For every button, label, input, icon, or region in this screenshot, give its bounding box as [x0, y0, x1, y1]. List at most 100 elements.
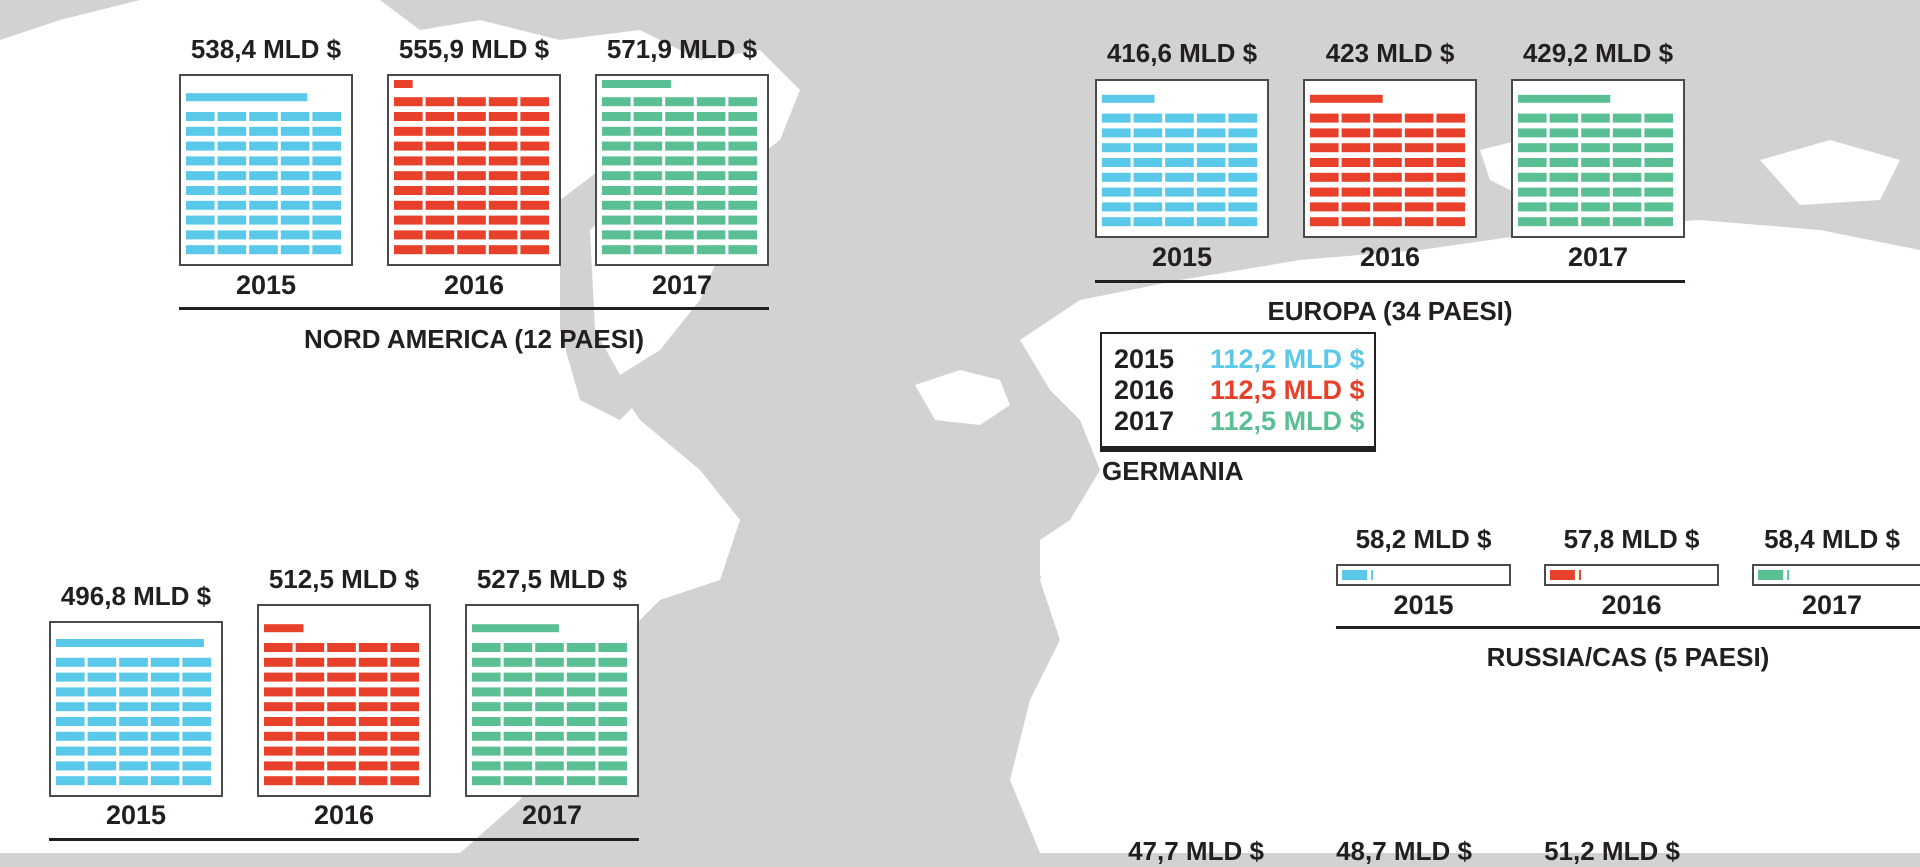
- waffle-cell: [472, 761, 501, 771]
- waffle-cell: [1228, 128, 1257, 138]
- waffle-cell: [87, 672, 117, 682]
- value-label: 527,5 MLD $: [476, 564, 628, 594]
- value-label: 423 MLD $: [1325, 38, 1455, 68]
- waffle-box: [595, 74, 769, 266]
- waffle-cell: [633, 141, 663, 151]
- waffle-cell: [457, 126, 486, 136]
- waffle-cell: [633, 230, 663, 240]
- waffle-cell: [1404, 217, 1434, 227]
- waffle-cell: [535, 643, 564, 652]
- waffle-cell: [394, 97, 423, 107]
- waffle-cell: [598, 687, 627, 697]
- waffle-cell: [87, 761, 117, 771]
- waffle-cell: [457, 245, 486, 255]
- waffle-cell: [598, 717, 627, 726]
- waffle-cell: [1341, 143, 1371, 153]
- waffle-cell: [249, 215, 278, 225]
- waffle-cell: [264, 776, 293, 786]
- waffle-cell: [182, 687, 211, 697]
- value-label: 555,9 MLD $: [398, 34, 550, 64]
- waffle-cell: [1404, 143, 1434, 153]
- waffle-cell: [457, 200, 486, 210]
- waffle-cell: [535, 687, 564, 697]
- table-row: 2017 112,5 MLD $: [1114, 406, 1365, 437]
- waffle-cell: [1341, 158, 1371, 167]
- waffle-cell: [488, 171, 518, 181]
- waffle-box: [1095, 79, 1269, 238]
- waffle-cell: [1341, 217, 1371, 227]
- waffle-cell: [249, 230, 278, 240]
- waffle-cell: [598, 761, 627, 771]
- waffle-cell: [280, 156, 310, 166]
- waffle-cell: [1612, 143, 1642, 153]
- year-label: 2015: [105, 800, 167, 830]
- waffle-cell: [535, 702, 564, 712]
- waffle-cell: [566, 731, 596, 741]
- waffle-cell: [280, 186, 310, 195]
- waffle-cell: [696, 97, 726, 107]
- waffle-cell: [1644, 158, 1673, 167]
- waffle-cell: [602, 245, 631, 255]
- waffle-cell: [1518, 217, 1547, 227]
- waffle-cell: [186, 171, 215, 181]
- waffle-grid: [472, 624, 627, 786]
- year-label: 2016: [1601, 590, 1662, 620]
- waffle-cell: [390, 643, 419, 652]
- year-label: 2015: [235, 270, 297, 300]
- waffle-cell: [728, 97, 757, 107]
- waffle-cell: [312, 112, 341, 121]
- waffle-cell: [1581, 143, 1610, 153]
- waffle-cell: [520, 230, 549, 240]
- waffle-box: [387, 74, 561, 266]
- waffle-cell: [535, 746, 564, 756]
- waffle-cell: [186, 245, 215, 255]
- waffle-cell: [119, 746, 148, 756]
- waffle-cell: [249, 112, 278, 121]
- waffle-cell: [488, 230, 518, 240]
- waffle-cell: [1310, 202, 1339, 212]
- waffle-cell: [696, 171, 726, 181]
- waffle-cell: [665, 171, 694, 181]
- waffle-cell: [503, 717, 533, 726]
- waffle-partial-row: [472, 624, 559, 633]
- waffle-cell: [182, 717, 211, 726]
- waffle-cell: [1228, 113, 1257, 123]
- waffle-cell: [394, 215, 423, 225]
- waffle-cell: [598, 746, 627, 756]
- waffle-cell: [696, 156, 726, 166]
- waffle-cell: [665, 215, 694, 225]
- waffle-cell: [1196, 158, 1226, 167]
- waffle-cell: [488, 215, 518, 225]
- value-label: 416,6 MLD $: [1106, 38, 1258, 68]
- waffle-cell: [602, 171, 631, 181]
- waffle-cell: [1549, 217, 1579, 227]
- waffle-cell: [312, 215, 341, 225]
- waffle-cell: [119, 761, 148, 771]
- waffle-cell: [425, 230, 455, 240]
- waffle-cell: [182, 731, 211, 741]
- waffle-cell: [520, 245, 549, 255]
- waffle-cell: [217, 156, 247, 166]
- waffle-cell: [1436, 217, 1465, 227]
- waffle-cell: [1133, 202, 1163, 212]
- waffle-cell: [1549, 158, 1579, 167]
- waffle-cell: [1196, 113, 1226, 123]
- waffle-cell: [394, 171, 423, 181]
- waffle-cell: [535, 776, 564, 786]
- waffle-cell: [1373, 202, 1402, 212]
- waffle-cell: [520, 171, 549, 181]
- waffle-grid: [602, 80, 757, 255]
- waffle-cell: [602, 126, 631, 136]
- waffle-cell: [1612, 172, 1642, 182]
- waffle-cell: [312, 230, 341, 240]
- waffle-cell: [1133, 128, 1163, 138]
- table-row: 2015 112,2 MLD $: [1114, 344, 1365, 375]
- waffle-cell: [1133, 217, 1163, 227]
- waffle-cell: [1102, 172, 1131, 182]
- waffle-cell: [390, 657, 419, 667]
- waffle-cell: [1228, 143, 1257, 153]
- waffle-cell: [312, 141, 341, 151]
- waffle-partial-row: [264, 624, 304, 633]
- waffle-cell: [696, 230, 726, 240]
- waffle-cell: [249, 156, 278, 166]
